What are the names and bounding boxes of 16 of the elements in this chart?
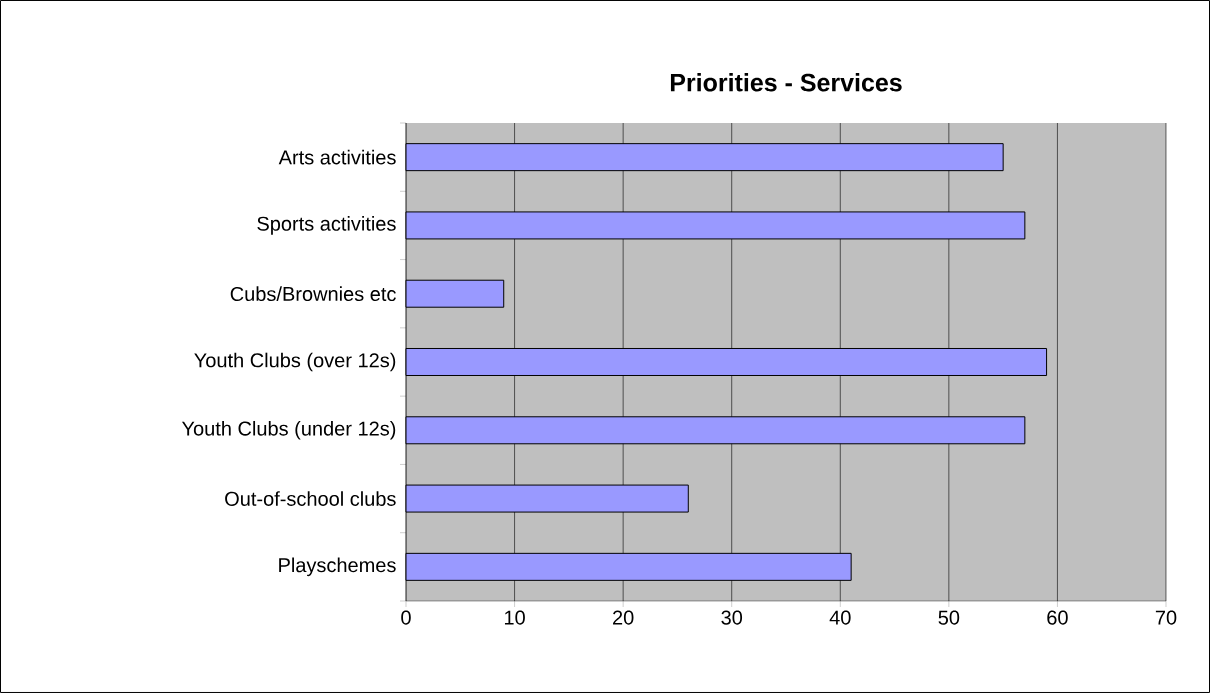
y-tick-label: Out-of-school clubs [225,491,396,506]
x-tick-label: 10 [504,610,525,625]
x-tick-label: 30 [721,610,743,625]
y-tick-label: Youth Clubs (under 12s) [181,420,396,440]
y-tick-label: Cubs/Brownies etc [230,286,396,302]
x-tick-label: 0 [401,610,411,625]
chart-title: Priorities - Services [670,73,902,92]
y-tick-label: Playschemes [279,557,396,577]
y-tick-label: Sports activities [257,216,396,235]
x-tick-label: 20 [613,610,634,625]
x-tick-label: 70 [1155,610,1177,625]
y-tick-label: Arts activities [278,149,396,165]
x-tick-label: 50 [938,610,960,625]
x-tick-label: 40 [829,610,851,625]
x-tick-label: 60 [1047,610,1068,625]
y-tick-label: Youth Clubs (over 12s) [194,352,396,372]
